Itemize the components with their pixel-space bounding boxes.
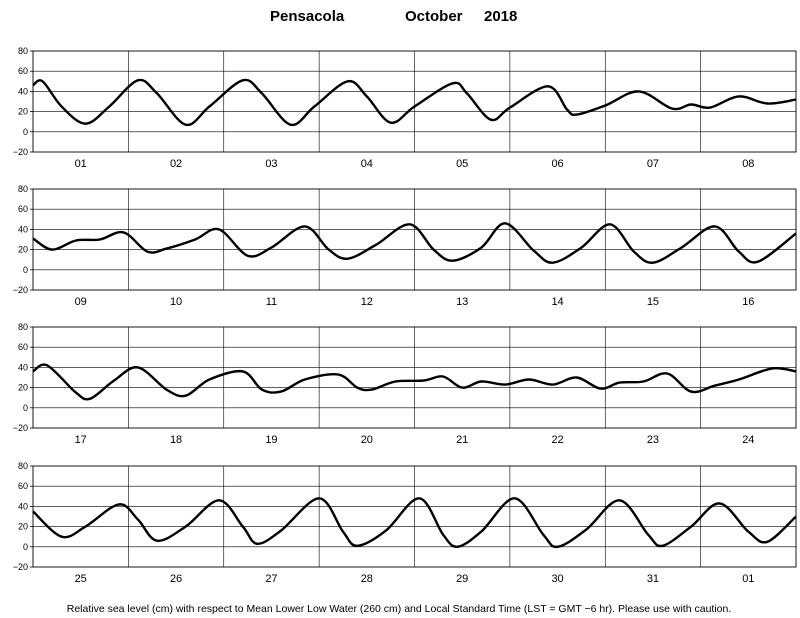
- y-tick-label: 20: [18, 383, 28, 393]
- y-tick-label: 80: [18, 46, 28, 56]
- plot-frame: [32, 326, 797, 429]
- y-tick-label: 0: [23, 127, 28, 137]
- y-tick-label: −20: [13, 147, 28, 157]
- sea-level-line: [32, 222, 797, 264]
- sea-level-line: [32, 78, 797, 127]
- footer-caption: Relative sea level (cm) with respect to …: [67, 603, 732, 615]
- day-label: 20: [361, 434, 373, 446]
- day-label: 25: [75, 573, 87, 585]
- chart-panels: −20 0 20 40 60 80 01 02 03 04 05 06 07 08 −20 0 20 40 60 80…: [13, 46, 797, 585]
- tide-panel-2: −20 0 20 40 60 80 09 10 11 12 13 14 15 16: [13, 184, 797, 308]
- month-label: October: [405, 8, 463, 25]
- day-label: 24: [742, 434, 754, 446]
- day-label: 18: [170, 434, 182, 446]
- day-label: 06: [551, 158, 563, 170]
- day-label: 05: [456, 158, 468, 170]
- day-label: 16: [742, 296, 754, 308]
- y-tick-label: 20: [18, 107, 28, 117]
- tide-panel-3: −20 0 20 40 60 80 17 18 19 20 21 22 23 24: [13, 322, 797, 446]
- day-label: 12: [361, 296, 373, 308]
- day-label: 31: [647, 573, 659, 585]
- day-label: 15: [647, 296, 659, 308]
- day-label: 10: [170, 296, 182, 308]
- tide-panel-1: −20 0 20 40 60 80 01 02 03 04 05 06 07 08: [13, 46, 797, 170]
- day-label: 11: [266, 296, 277, 308]
- day-label: 30: [551, 573, 563, 585]
- day-label: 02: [170, 158, 182, 170]
- y-tick-label: 60: [18, 342, 28, 352]
- day-label: 13: [456, 296, 468, 308]
- year-label: 2018: [484, 8, 517, 25]
- plot-frame: [32, 50, 797, 153]
- day-label: 28: [361, 573, 373, 585]
- day-label: 26: [170, 573, 182, 585]
- day-label: 01: [75, 158, 87, 170]
- day-label: 04: [361, 158, 373, 170]
- station-name: Pensacola: [270, 8, 345, 25]
- sea-level-line: [32, 497, 797, 549]
- day-label: 09: [75, 296, 87, 308]
- y-tick-label: 60: [18, 66, 28, 76]
- day-label: 01: [742, 573, 754, 585]
- y-tick-label: 40: [18, 224, 28, 234]
- day-label: 21: [456, 434, 468, 446]
- day-label: 22: [551, 434, 563, 446]
- y-tick-label: 20: [18, 522, 28, 532]
- day-label: 17: [75, 434, 87, 446]
- y-tick-label: 40: [18, 86, 28, 96]
- y-tick-label: 40: [18, 362, 28, 372]
- day-label: 07: [647, 158, 659, 170]
- day-label: 03: [265, 158, 277, 170]
- day-label: 19: [265, 434, 277, 446]
- y-tick-label: 20: [18, 245, 28, 255]
- y-tick-label: −20: [13, 562, 28, 572]
- day-label: 08: [742, 158, 754, 170]
- y-tick-label: 80: [18, 184, 28, 194]
- sea-level-line: [32, 363, 797, 401]
- day-label: 14: [551, 296, 563, 308]
- day-label: 27: [265, 573, 277, 585]
- y-tick-label: 80: [18, 322, 28, 332]
- y-tick-label: 60: [18, 481, 28, 491]
- y-tick-label: 0: [23, 403, 28, 413]
- day-label: 23: [647, 434, 659, 446]
- y-tick-label: −20: [13, 423, 28, 433]
- y-tick-label: 0: [23, 542, 28, 552]
- y-tick-label: 60: [18, 204, 28, 214]
- y-tick-label: 80: [18, 461, 28, 471]
- day-label: 29: [456, 573, 468, 585]
- y-tick-label: −20: [13, 285, 28, 295]
- y-tick-label: 40: [18, 501, 28, 511]
- tide-panel-4: −20 0 20 40 60 80 25 26 27 28 29 30 31 01: [13, 461, 797, 585]
- y-tick-label: 0: [23, 265, 28, 275]
